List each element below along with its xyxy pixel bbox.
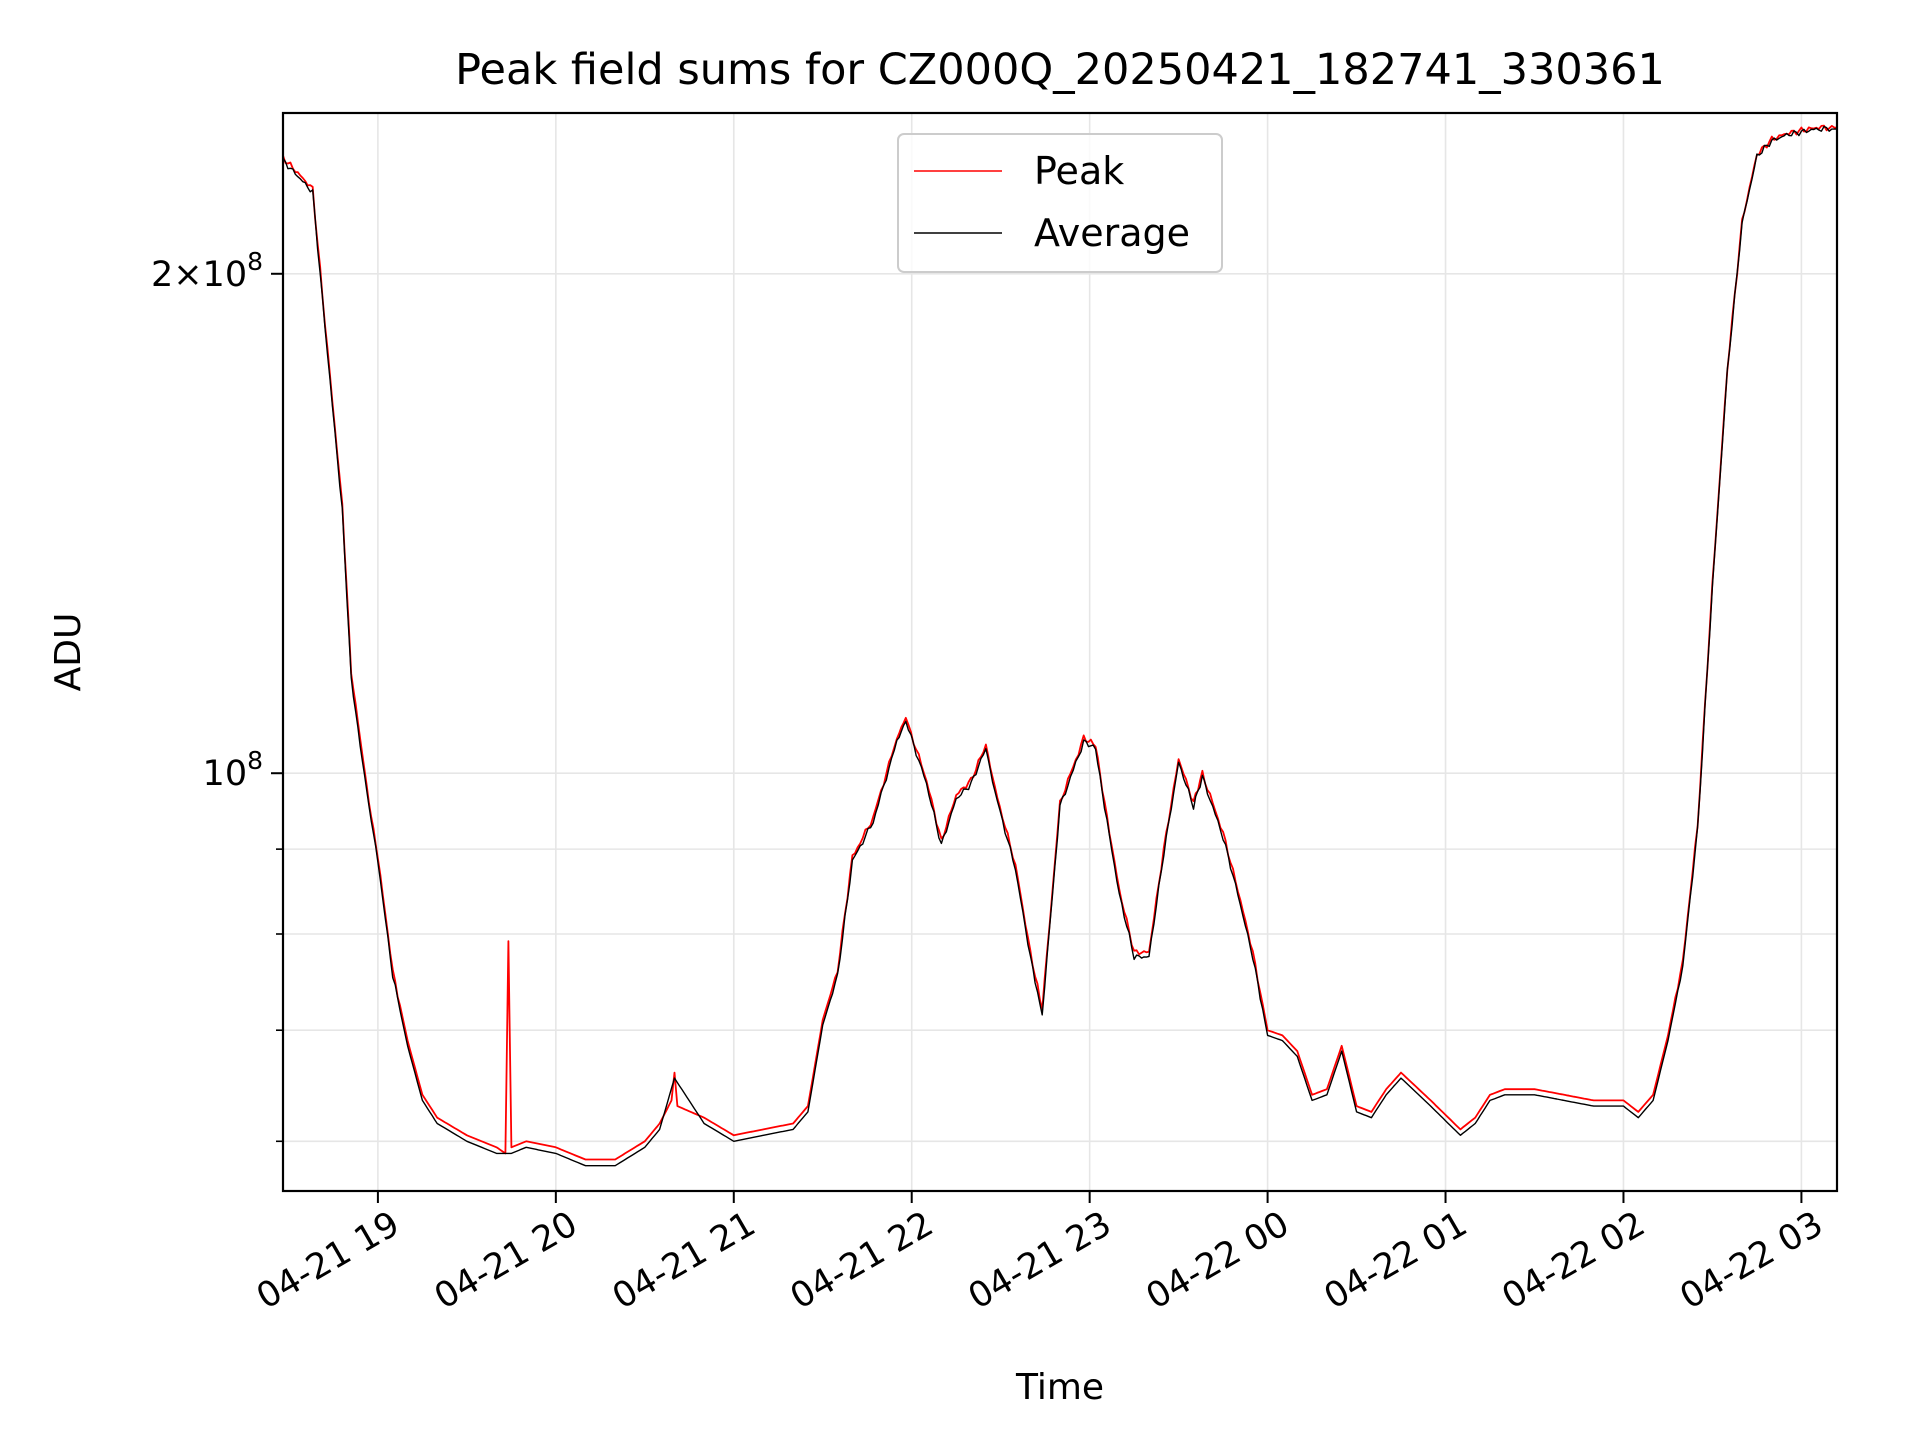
series-line-average [283, 125, 1837, 1167]
legend-box [897, 133, 1223, 273]
x-axis-title: Time [1015, 1367, 1104, 1408]
y-tick-label: 2×108 [151, 247, 263, 295]
grid [283, 113, 1837, 1191]
y-tick-label: 108 [203, 746, 263, 794]
y-axis-title: ADU [48, 613, 89, 692]
legend-label-peak: Peak [1034, 149, 1124, 193]
y-axis: 108 2×108 [151, 247, 283, 1143]
chart-title: Peak field sums for CZ000Q_20250421_1827… [455, 45, 1665, 95]
plot-frame [281, 111, 1839, 1193]
legend-label-average: Average [1034, 211, 1190, 255]
legend: Peak Average [897, 133, 1223, 273]
plot-series [283, 124, 1837, 1167]
